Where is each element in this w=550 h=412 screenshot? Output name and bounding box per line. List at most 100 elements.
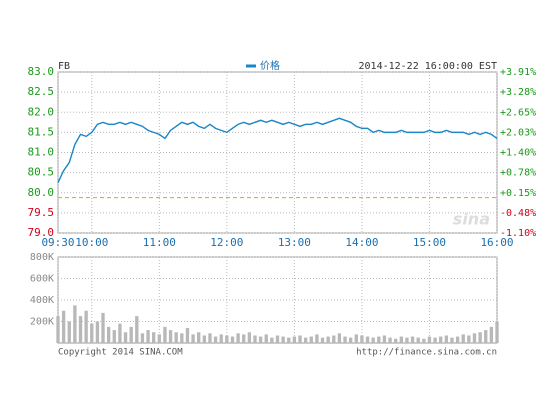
- volume-bar: [219, 334, 223, 343]
- volume-bar: [405, 337, 409, 343]
- volume-bar: [253, 335, 257, 343]
- x-tick-label: 14:00: [345, 236, 378, 249]
- volume-bar: [275, 335, 280, 343]
- volume-bar: [484, 330, 488, 343]
- volume-bar: [247, 332, 252, 343]
- volume-bar: [270, 337, 274, 343]
- volume-bar: [202, 335, 207, 343]
- volume-bar: [422, 338, 426, 343]
- volume-bar: [332, 335, 336, 343]
- volume-bar: [433, 337, 437, 343]
- y-tick-label: 81.0: [28, 146, 55, 159]
- y2-tick-label: +3.91%: [500, 67, 536, 78]
- source: http://finance.sina.com.cn: [356, 348, 497, 358]
- volume-bar: [264, 334, 268, 343]
- volume-bar: [185, 327, 190, 343]
- y-tick-label: 200K: [30, 317, 54, 328]
- x-tick-label: 11:00: [143, 236, 176, 249]
- volume-bar: [67, 321, 71, 343]
- volume-bar: [157, 334, 161, 343]
- volume-bar: [309, 336, 313, 343]
- volume-bar: [410, 336, 415, 343]
- volume-bar: [174, 332, 178, 343]
- volume-bar: [461, 334, 465, 343]
- volume-bar: [478, 332, 482, 343]
- x-tick-label: 09:30: [41, 236, 74, 249]
- legend-label: 价格: [260, 59, 280, 72]
- volume-bar: [208, 333, 212, 343]
- volume-bar: [337, 333, 342, 343]
- y-tick-label: 81.5: [28, 125, 55, 138]
- volume-bar: [399, 336, 403, 343]
- y-tick-label: 600K: [30, 274, 54, 285]
- volume-bar: [320, 337, 325, 343]
- volume-bar: [489, 326, 494, 343]
- y-tick-label: 80.0: [28, 186, 55, 199]
- volume-bar: [236, 333, 240, 343]
- volume-bar: [129, 326, 133, 343]
- price-line: [57, 117, 498, 183]
- volume-bar: [354, 334, 358, 343]
- volume-bar: [112, 330, 116, 343]
- volume-bar: [146, 330, 150, 343]
- y-tick-label: 83.0: [28, 65, 55, 78]
- volume-bar: [455, 336, 460, 343]
- volume-bar: [416, 337, 420, 343]
- volume-bar: [444, 335, 449, 343]
- volume-bar: [123, 332, 128, 343]
- volume-bar: [495, 321, 499, 343]
- volume-bar: [371, 337, 375, 343]
- y-tick-label: 82.5: [28, 85, 55, 98]
- y2-tick-label: +0.15%: [500, 188, 536, 199]
- volume-bar: [73, 305, 77, 343]
- volume-bar: [298, 335, 302, 343]
- volume-bar: [287, 337, 291, 343]
- volume-bar: [467, 335, 471, 343]
- volume-bar: [135, 316, 139, 343]
- volume-bar: [281, 336, 285, 343]
- volume-bar: [348, 337, 353, 343]
- volume-bar: [303, 337, 308, 343]
- volume-bar: [90, 323, 94, 343]
- volume-bar: [377, 336, 381, 343]
- y2-tick-label: +0.78%: [500, 168, 536, 179]
- volume-bar: [191, 334, 195, 343]
- x-tick-label: 13:00: [278, 236, 311, 249]
- volume-bar: [472, 333, 477, 343]
- y-tick-label: 800K: [30, 252, 54, 263]
- volume-bar: [61, 310, 66, 343]
- volume-bar: [101, 312, 105, 343]
- y-tick-label: 79.5: [28, 206, 55, 219]
- y2-tick-label: +2.03%: [500, 127, 536, 138]
- x-tick-label: 16:00: [480, 236, 513, 249]
- volume-bar: [95, 321, 100, 343]
- volume-bar: [343, 336, 347, 343]
- volume-bar: [180, 333, 184, 343]
- volume-bar: [140, 333, 145, 343]
- volume-bar: [213, 336, 218, 343]
- volume-bar: [388, 337, 392, 343]
- volume-bar: [427, 336, 432, 343]
- y2-tick-label: +1.40%: [500, 148, 536, 159]
- volume-bar: [152, 332, 156, 343]
- y-tick-label: 80.5: [28, 166, 55, 179]
- volume-bar: [439, 336, 443, 343]
- volume-bar: [168, 330, 173, 343]
- x-tick-label: 10:00: [75, 236, 108, 249]
- x-tick-label: 12:00: [210, 236, 243, 249]
- volume-bar: [365, 336, 370, 343]
- volume-bar: [326, 336, 330, 343]
- copyright: Copyright 2014 SINA.COM: [58, 348, 183, 358]
- volume-bar: [197, 332, 201, 343]
- y2-tick-label: -0.48%: [500, 208, 536, 219]
- y2-tick-label: +3.28%: [500, 87, 536, 98]
- volume-bar: [118, 323, 122, 343]
- volume-bar: [84, 310, 88, 343]
- y2-tick-label: +2.65%: [500, 107, 536, 118]
- y-tick-label: 79.0: [28, 226, 55, 239]
- y-tick-label: 82.0: [28, 105, 55, 118]
- volume-bar: [382, 335, 387, 343]
- volume-bar: [292, 336, 297, 343]
- volume-bar: [163, 326, 167, 343]
